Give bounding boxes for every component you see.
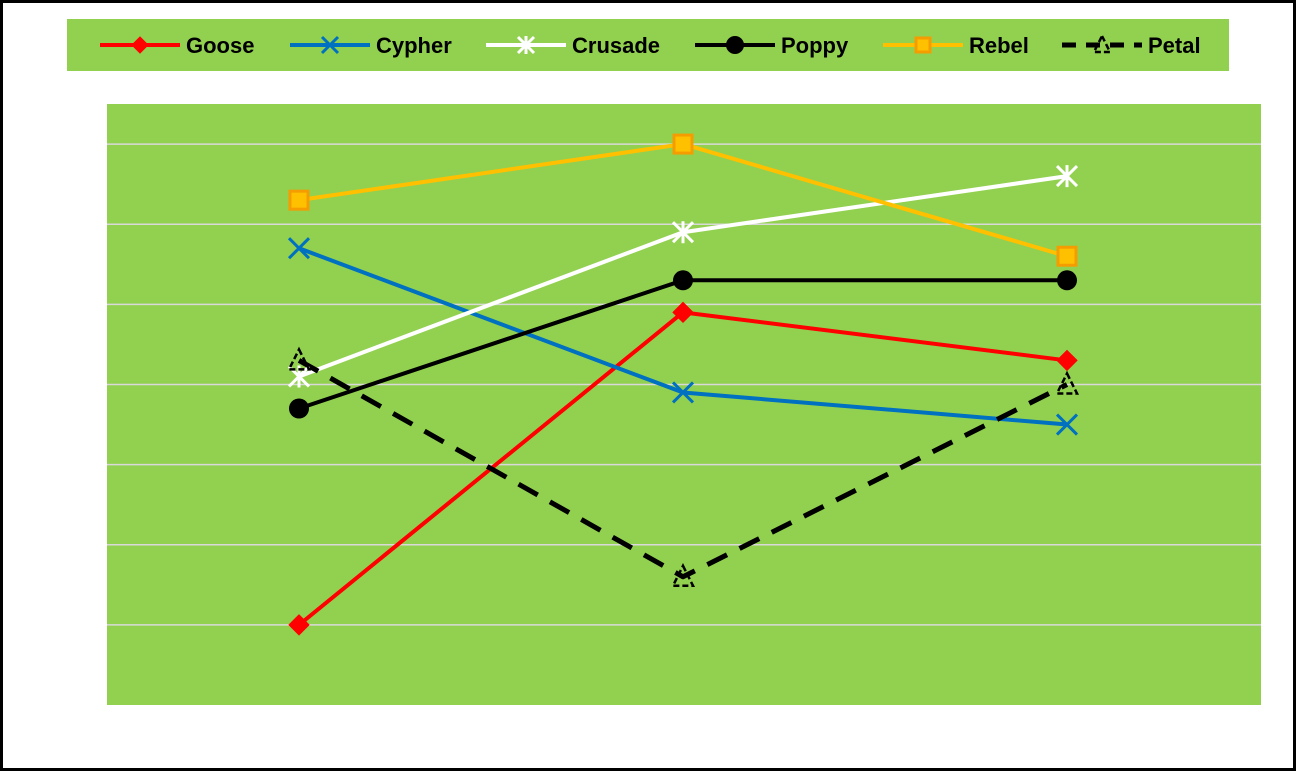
data-point-petal-2 [670,562,696,588]
data-point-poppy-2 [673,270,693,291]
legend-entry-petal: Petal [1062,33,1201,58]
series-line-petal [297,358,1069,580]
legend-marker-goose [131,36,149,54]
legend-label-petal: Petal [1148,33,1201,58]
data-point-crusade-2 [671,221,695,244]
data-point-poppy-1 [289,398,309,419]
data-point-rebel-3 [1056,245,1078,267]
legend: Goose Cypher Crusade Poppy Rebel Petal [100,33,1201,58]
legend-label-cypher: Cypher [376,33,452,58]
legend-entry-poppy: Poppy [695,33,849,58]
data-point-crusade-3 [1055,165,1079,188]
legend-marker-cypher [320,35,340,55]
data-point-cypher-3 [1055,413,1079,436]
legend-entry-crusade: Crusade [486,33,660,58]
data-point-poppy-3 [1057,270,1077,291]
series-markers [286,133,1080,636]
legend-marker-poppy [726,36,744,54]
plot-area [107,104,1261,705]
data-point-cypher-2 [671,381,695,404]
legend-background [67,19,1229,71]
data-point-rebel-1 [288,189,310,211]
legend-label-crusade: Crusade [572,33,660,58]
legend-entry-cypher: Cypher [290,33,452,58]
data-point-goose-2 [672,301,694,324]
data-point-goose-1 [288,614,310,636]
legend-label-rebel: Rebel [969,33,1029,58]
legend-entry-goose: Goose [100,33,254,58]
legend-label-poppy: Poppy [781,33,849,58]
data-point-goose-3 [1056,349,1078,372]
data-point-petal-3 [1054,370,1080,395]
legend-label-goose: Goose [186,33,254,58]
data-point-cypher-1 [287,237,311,260]
data-point-rebel-2 [672,133,694,155]
data-point-petal-1 [286,346,312,371]
legend-entry-rebel: Rebel [883,33,1029,58]
legend-marker-crusade [516,35,536,55]
legend-marker-rebel [914,36,932,54]
